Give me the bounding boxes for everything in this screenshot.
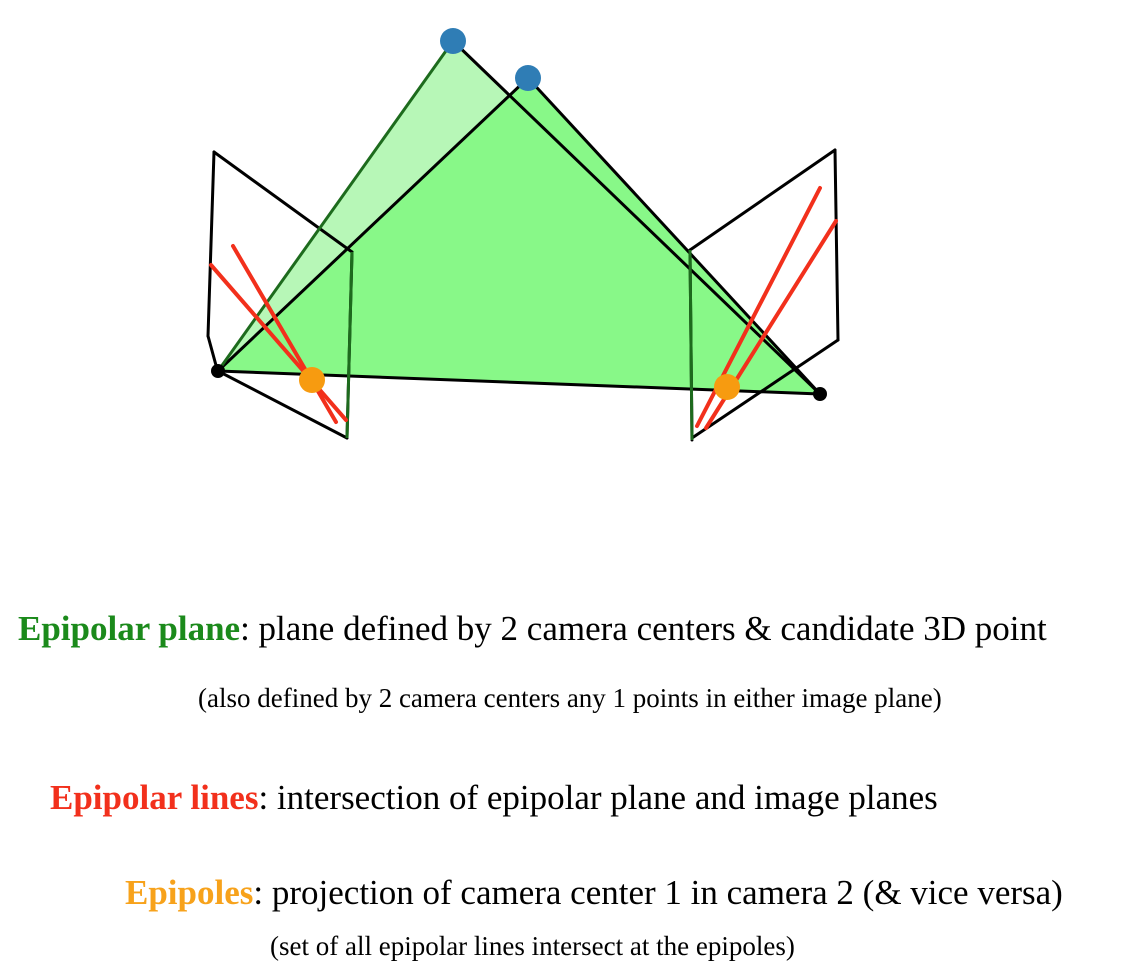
epipoles-term: Epipoles — [125, 873, 254, 912]
epipolar-plane-definition: Epipolar plane: plane defined by 2 camer… — [18, 609, 1047, 649]
epipolar-lines-term: Epipolar lines — [50, 778, 259, 817]
plane-edges — [216, 39, 822, 396]
camera-center-2 — [813, 387, 827, 401]
epipoles-text: : projection of camera center 1 in camer… — [253, 873, 1063, 912]
epipoles-note: (set of all epipolar lines intersect at … — [270, 931, 795, 961]
epipoles-definition: Epipoles: projection of camera center 1 … — [125, 873, 1063, 913]
epipolar-plane-front — [218, 78, 820, 394]
epipolar-plane-text: : plane defined by 2 camera centers & ca… — [240, 609, 1047, 648]
epipolar-lines-text: : intersection of epipolar plane and ima… — [258, 778, 938, 817]
epipole-1 — [299, 367, 325, 393]
camera-center-1 — [211, 364, 225, 378]
epipolar-line-left-2 — [231, 244, 338, 424]
epipolar-plane-note: (also defined by 2 camera centers any 1 … — [198, 683, 942, 713]
point-3d-b — [515, 65, 541, 91]
point-3d-a — [440, 28, 466, 54]
epipolar-line-left-1 — [209, 263, 348, 422]
epipolar-plane-term: Epipolar plane — [18, 609, 241, 648]
epipolar-lines-definition: Epipolar lines: intersection of epipolar… — [50, 778, 938, 818]
epipole-2 — [714, 374, 740, 400]
